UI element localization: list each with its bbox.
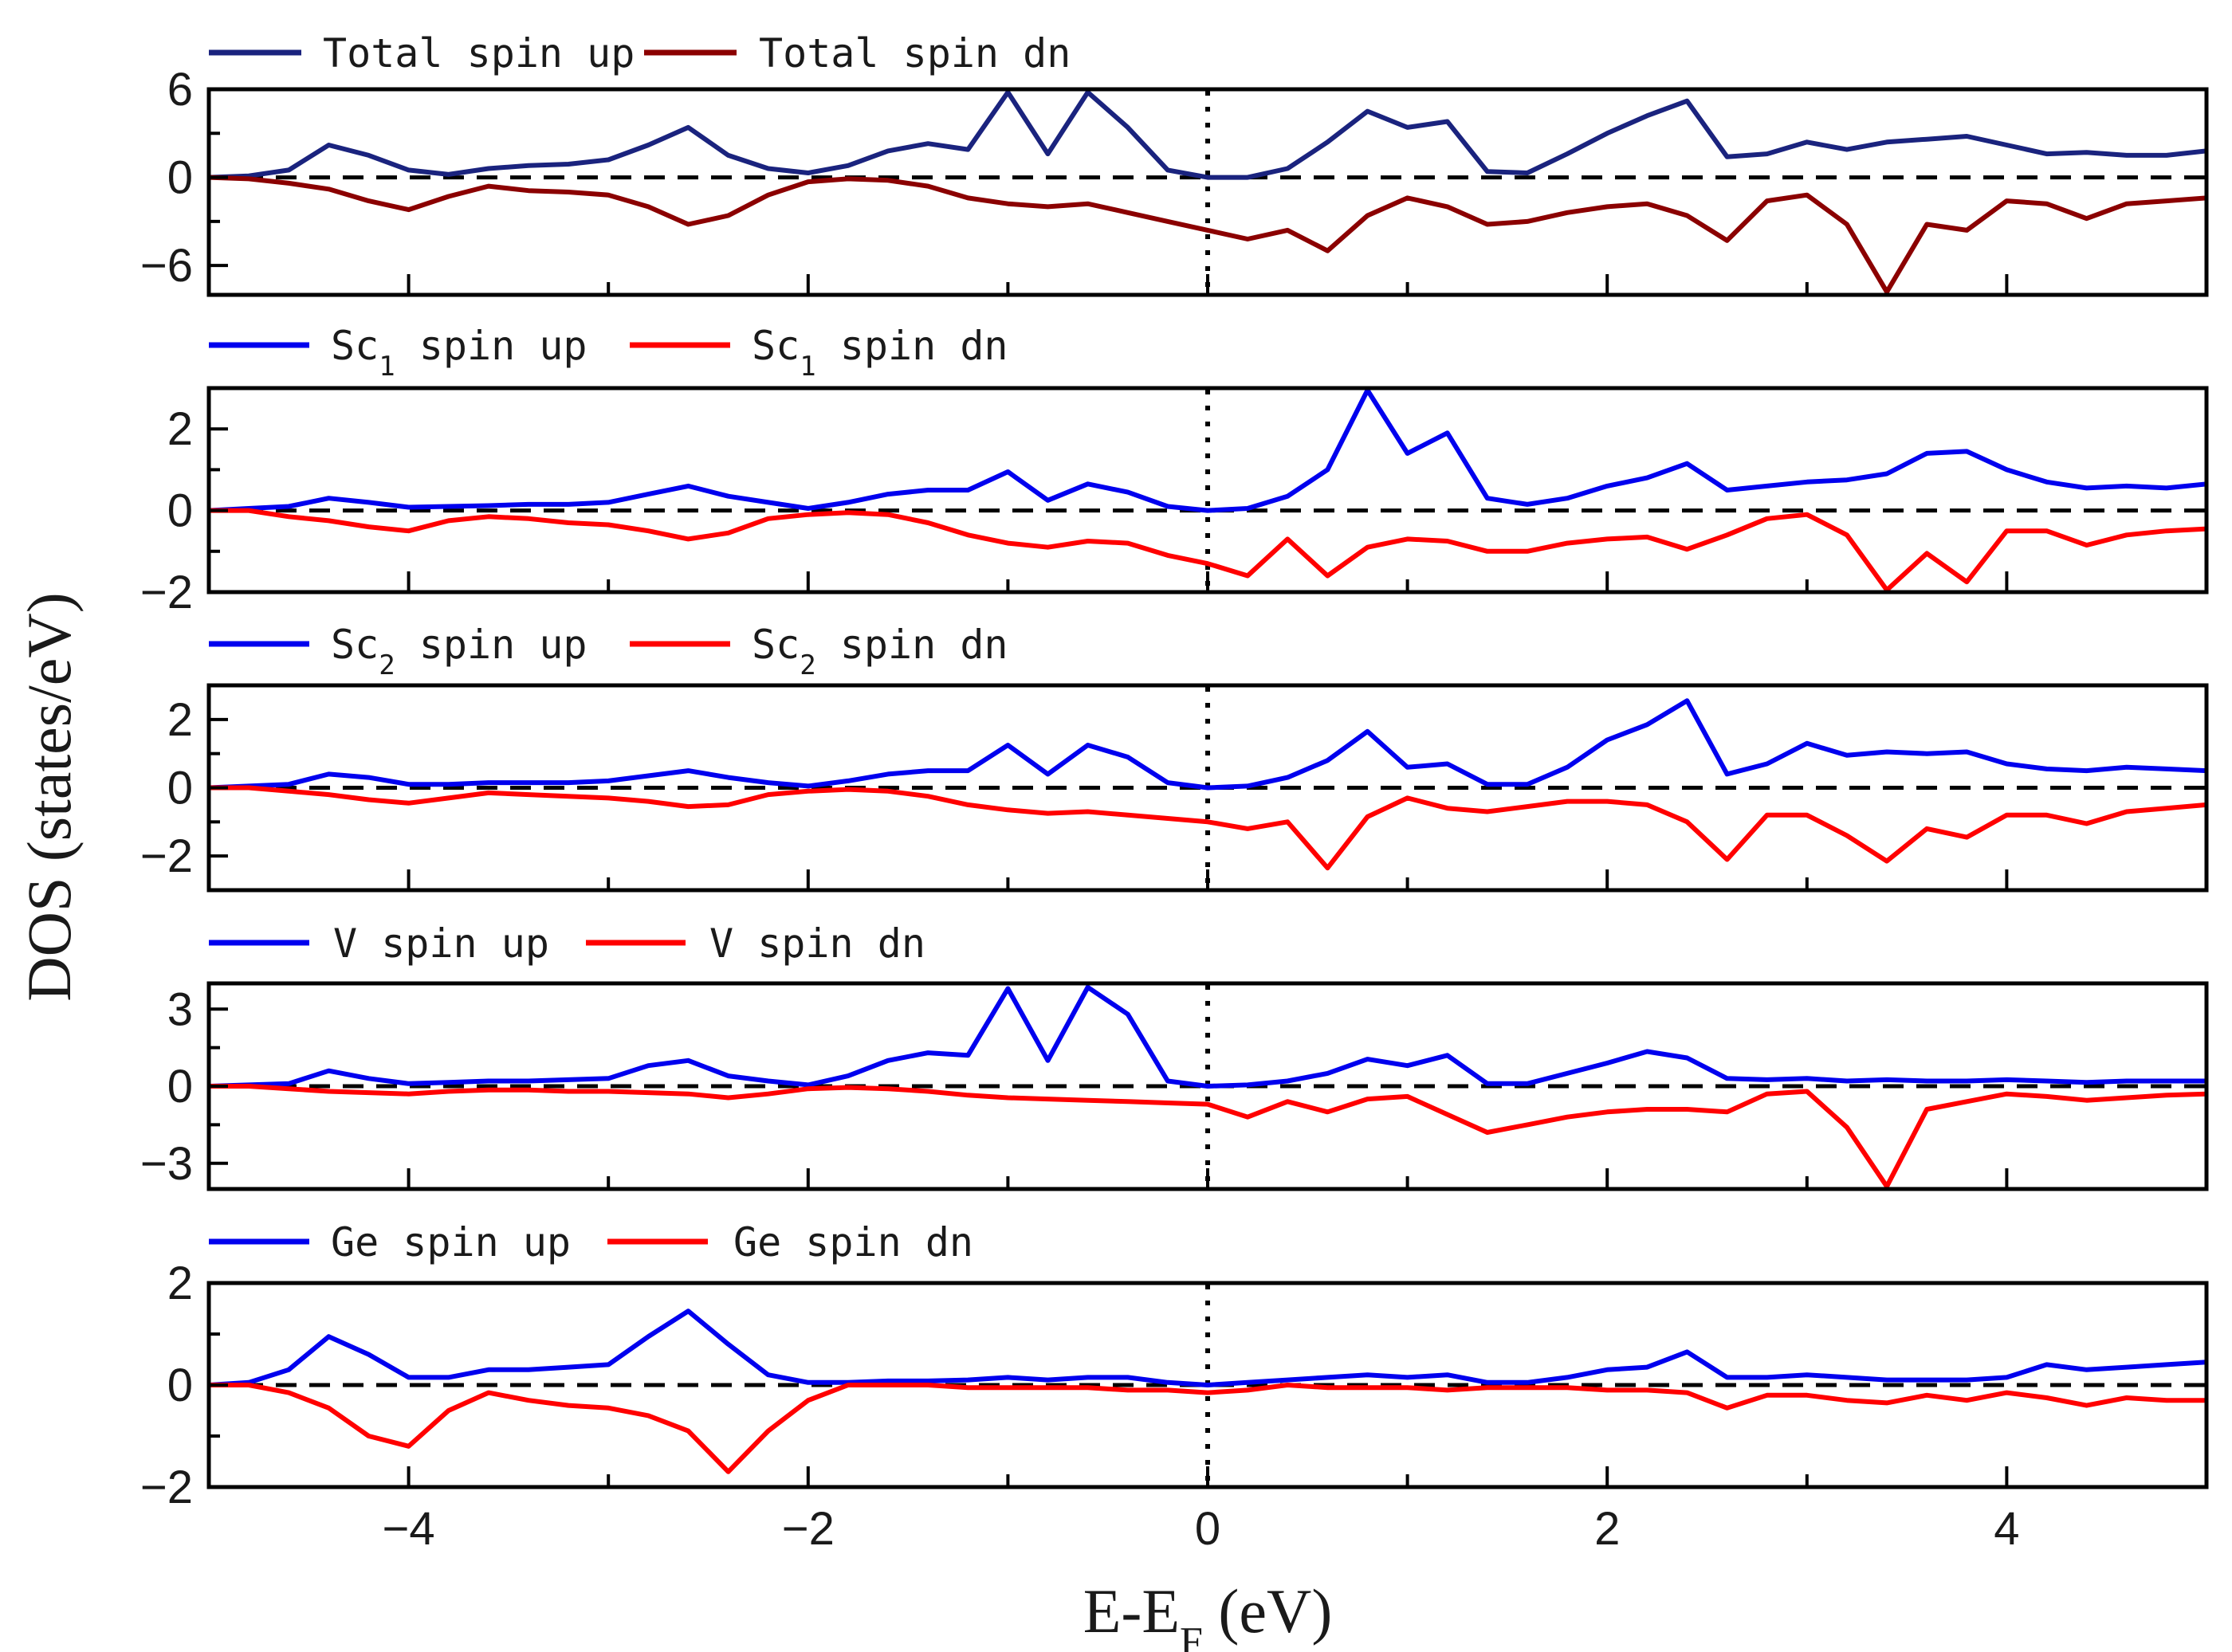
legend-label-rest: spin dn xyxy=(816,323,1008,369)
legend-label-main: V spin dn xyxy=(709,920,925,967)
x-axis-label-unit: (eV) xyxy=(1203,1576,1332,1646)
legend-label-main: Total spin up xyxy=(323,30,635,77)
legend-label-main: Sc xyxy=(752,323,800,369)
legend-label-main: Ge spin dn xyxy=(733,1219,973,1265)
panel-frame xyxy=(206,87,2209,297)
y-tick-label: −2 xyxy=(140,1462,193,1513)
legend-label-sub: 2 xyxy=(379,649,395,681)
legend-label-main: Sc xyxy=(331,622,379,668)
legend-label-rest: spin up xyxy=(395,323,587,369)
y-tick-label: 2 xyxy=(167,403,193,455)
y-tick-label: 6 xyxy=(167,64,193,116)
y-tick-label: 0 xyxy=(167,485,193,537)
y-axis-label: DOS (states/eV) xyxy=(14,592,84,1001)
legend-label-up: Sc2 spin up xyxy=(331,622,587,681)
y-tick-label: 0 xyxy=(167,152,193,204)
x-tick-label: 0 xyxy=(1195,1503,1220,1555)
x-tick-label: −4 xyxy=(383,1503,435,1555)
legend-label-main: Sc xyxy=(752,622,800,668)
x-tick-label: 2 xyxy=(1594,1503,1620,1555)
panel-3: 2 0 −2 xyxy=(140,683,2209,893)
y-tick-label: 3 xyxy=(167,983,193,1035)
legend-label-dn: Sc1 spin dn xyxy=(752,323,1008,383)
panel-5: 2 0 −2 xyxy=(140,1258,2209,1513)
legend-label-dn: Sc2 spin dn xyxy=(752,622,1008,681)
series-spin-up-line xyxy=(209,89,2206,180)
x-axis-label: E-EF (eV) xyxy=(1083,1576,1333,1652)
series-spin-up-line xyxy=(209,388,2206,513)
series-spin-dn-line xyxy=(209,785,2206,871)
legend-2: Sc1 spin up Sc1 spin dn xyxy=(209,323,1008,383)
legend-label-sub: 1 xyxy=(800,351,815,383)
panels-layer: 6 0 −6 2 0 −2 2 0 −2 3 0 −3 2 0 −2 −4 −2 0 2 4 xyxy=(140,64,2209,1555)
legend-label-up: Ge spin up xyxy=(331,1219,571,1265)
panel-4: 3 0 −3 xyxy=(140,981,2209,1191)
legend-1: Total spin up Total spin dn xyxy=(209,30,1071,77)
legend-label-main: Sc xyxy=(331,323,379,369)
legend-label-rest: spin up xyxy=(395,622,587,668)
y-tick-label: 0 xyxy=(167,1360,193,1411)
legend-label-up: Total spin up xyxy=(323,30,635,77)
legend-label-rest: spin dn xyxy=(816,622,1008,668)
y-tick-label: 2 xyxy=(167,1258,193,1309)
axis-labels: DOS (states/eV) E-EF (eV) xyxy=(14,592,1332,1652)
legend-5: Ge spin up Ge spin dn xyxy=(209,1219,973,1265)
legend-4: V spin up V spin dn xyxy=(209,920,925,967)
legend-label-sub: 2 xyxy=(800,649,815,681)
series-spin-dn-line xyxy=(209,508,2206,592)
legend-3: Sc2 spin up Sc2 spin dn xyxy=(209,622,1008,681)
legend-label-dn: Ge spin dn xyxy=(733,1219,973,1265)
y-tick-label: 0 xyxy=(167,763,193,814)
series-spin-up-line xyxy=(209,984,2206,1089)
x-tick-label: 4 xyxy=(1994,1503,2019,1555)
y-tick-label: 2 xyxy=(167,694,193,746)
legend-label-sub: 1 xyxy=(379,351,395,383)
series-spin-up-line xyxy=(209,698,2206,791)
legend-label-main: V spin up xyxy=(333,920,549,967)
x-tick-label: −2 xyxy=(782,1503,835,1555)
series-spin-dn-line xyxy=(209,1383,2206,1474)
y-tick-label: 0 xyxy=(167,1061,193,1112)
y-tick-label: −2 xyxy=(140,567,193,618)
y-tick-label: −3 xyxy=(140,1138,193,1190)
series-spin-dn-line xyxy=(209,175,2206,295)
series-spin-up-line xyxy=(209,1309,2206,1387)
legend-label-up: V spin up xyxy=(333,920,549,967)
panel-2: 2 0 −2 xyxy=(140,386,2209,618)
panel-1: 6 0 −6 xyxy=(140,64,2209,297)
x-axis-label-main: E-E xyxy=(1083,1576,1180,1646)
series-spin-dn-line xyxy=(209,1084,2206,1189)
legend-label-up: Sc1 spin up xyxy=(331,323,587,383)
y-tick-label: −2 xyxy=(140,830,193,882)
legend-label-dn: Total spin dn xyxy=(759,30,1071,77)
legend-label-dn: V spin dn xyxy=(709,920,925,967)
x-axis-label-sub: F xyxy=(1180,1619,1203,1652)
legend-label-main: Ge spin up xyxy=(331,1219,571,1265)
legend-label-main: Total spin dn xyxy=(759,30,1071,77)
y-tick-label: −6 xyxy=(140,240,193,292)
